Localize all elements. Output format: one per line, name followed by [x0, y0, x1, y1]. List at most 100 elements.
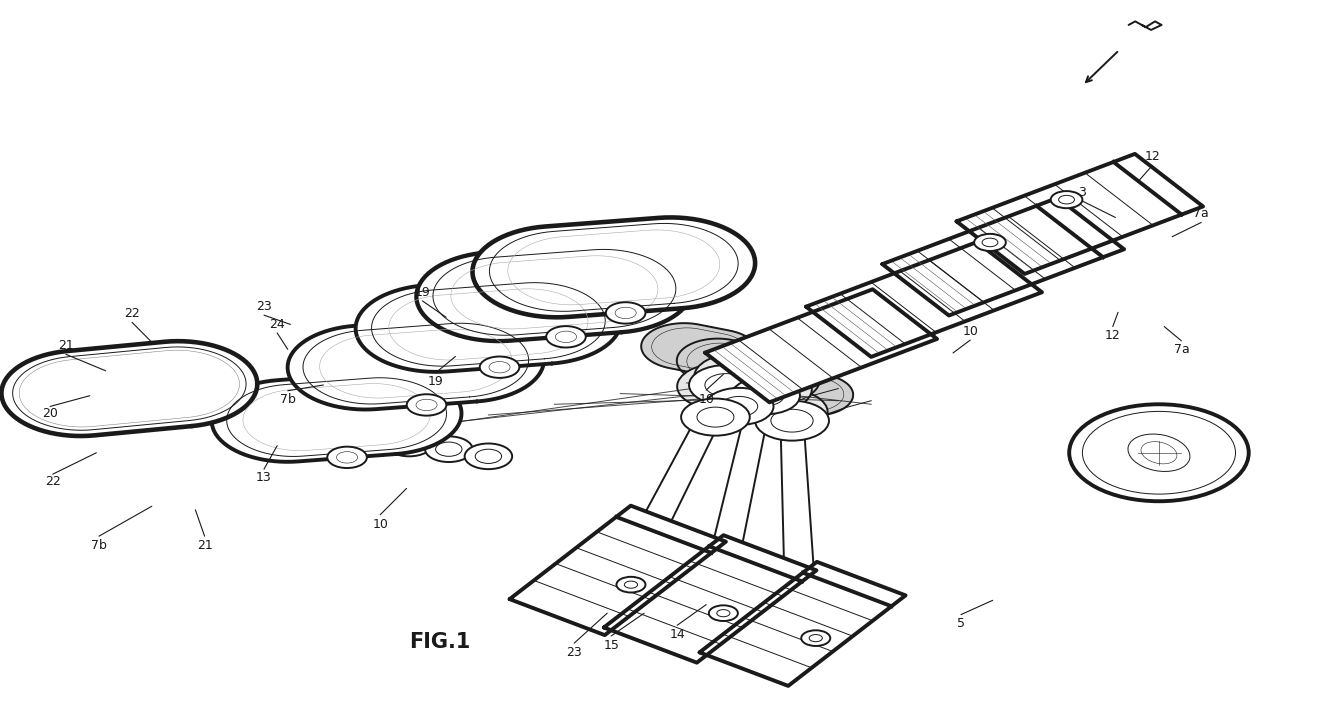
Circle shape — [475, 449, 502, 463]
Polygon shape — [780, 421, 818, 647]
Circle shape — [260, 394, 308, 419]
Text: 13: 13 — [256, 471, 272, 484]
Polygon shape — [750, 369, 853, 416]
Circle shape — [731, 377, 800, 414]
Circle shape — [352, 422, 400, 448]
Circle shape — [759, 398, 812, 426]
Circle shape — [705, 388, 774, 425]
Circle shape — [416, 399, 437, 411]
Circle shape — [697, 407, 734, 427]
Circle shape — [556, 331, 577, 342]
Text: 5: 5 — [957, 617, 965, 630]
Circle shape — [616, 577, 645, 593]
Circle shape — [293, 402, 341, 428]
Circle shape — [663, 588, 715, 617]
Circle shape — [738, 391, 780, 414]
Circle shape — [709, 381, 730, 392]
Circle shape — [407, 394, 446, 416]
Text: 10: 10 — [698, 393, 714, 406]
Polygon shape — [288, 318, 544, 409]
Circle shape — [775, 406, 796, 418]
Text: 7b: 7b — [280, 393, 296, 406]
Text: FIG.1: FIG.1 — [409, 632, 470, 652]
Text: 21: 21 — [58, 339, 74, 352]
Polygon shape — [602, 384, 737, 597]
Polygon shape — [694, 402, 771, 622]
Polygon shape — [603, 535, 817, 662]
Circle shape — [1082, 411, 1236, 494]
Circle shape — [771, 409, 813, 432]
Polygon shape — [473, 217, 755, 317]
Circle shape — [710, 376, 795, 422]
Polygon shape — [882, 198, 1125, 316]
Circle shape — [694, 354, 779, 399]
Polygon shape — [355, 277, 622, 372]
Circle shape — [1051, 191, 1082, 208]
Circle shape — [743, 389, 828, 435]
Polygon shape — [1, 341, 257, 436]
Circle shape — [743, 375, 796, 404]
Circle shape — [337, 451, 358, 463]
Polygon shape — [642, 323, 758, 376]
Circle shape — [1059, 195, 1074, 204]
Polygon shape — [700, 562, 906, 686]
Text: 15: 15 — [603, 639, 619, 652]
Text: 7a: 7a — [1193, 207, 1209, 220]
Circle shape — [709, 605, 738, 621]
Circle shape — [317, 411, 364, 437]
Circle shape — [710, 362, 763, 391]
Text: 12: 12 — [1144, 150, 1160, 163]
Polygon shape — [957, 154, 1203, 274]
Text: 7b: 7b — [91, 539, 107, 552]
Circle shape — [479, 356, 519, 378]
Circle shape — [606, 302, 645, 324]
Circle shape — [742, 394, 763, 405]
Circle shape — [747, 386, 784, 406]
Circle shape — [271, 399, 297, 414]
Circle shape — [1069, 404, 1249, 501]
Polygon shape — [807, 242, 1041, 357]
Text: 22: 22 — [124, 307, 140, 320]
Circle shape — [327, 446, 367, 468]
Polygon shape — [705, 289, 937, 402]
Circle shape — [425, 436, 473, 462]
Circle shape — [755, 401, 829, 441]
Text: 3: 3 — [1078, 186, 1086, 199]
Text: 22: 22 — [45, 475, 61, 488]
Polygon shape — [711, 354, 820, 402]
Text: 19: 19 — [428, 375, 444, 388]
Circle shape — [396, 436, 422, 451]
Polygon shape — [510, 506, 726, 635]
Circle shape — [726, 385, 779, 414]
Circle shape — [809, 635, 822, 642]
Text: 21: 21 — [197, 539, 213, 552]
Circle shape — [727, 366, 812, 412]
Circle shape — [677, 364, 762, 409]
Text: 7a: 7a — [1173, 343, 1189, 356]
Polygon shape — [709, 321, 935, 422]
Circle shape — [693, 372, 746, 401]
Text: 23: 23 — [256, 300, 272, 313]
Circle shape — [465, 443, 512, 469]
Text: 20: 20 — [42, 407, 58, 420]
Circle shape — [647, 580, 731, 625]
Circle shape — [304, 408, 330, 422]
Circle shape — [722, 383, 796, 423]
Circle shape — [689, 365, 763, 405]
Text: 10: 10 — [372, 518, 388, 530]
Circle shape — [982, 238, 998, 247]
Text: 10: 10 — [962, 325, 978, 338]
Circle shape — [327, 417, 354, 431]
Circle shape — [721, 396, 758, 416]
Polygon shape — [416, 244, 693, 341]
Text: 14: 14 — [669, 628, 685, 641]
Polygon shape — [677, 339, 788, 389]
Circle shape — [726, 371, 747, 382]
Circle shape — [615, 307, 636, 319]
Circle shape — [705, 374, 747, 396]
Text: 19: 19 — [414, 286, 430, 299]
Circle shape — [801, 630, 830, 646]
Polygon shape — [211, 372, 462, 462]
Circle shape — [681, 399, 750, 436]
Circle shape — [363, 428, 389, 442]
